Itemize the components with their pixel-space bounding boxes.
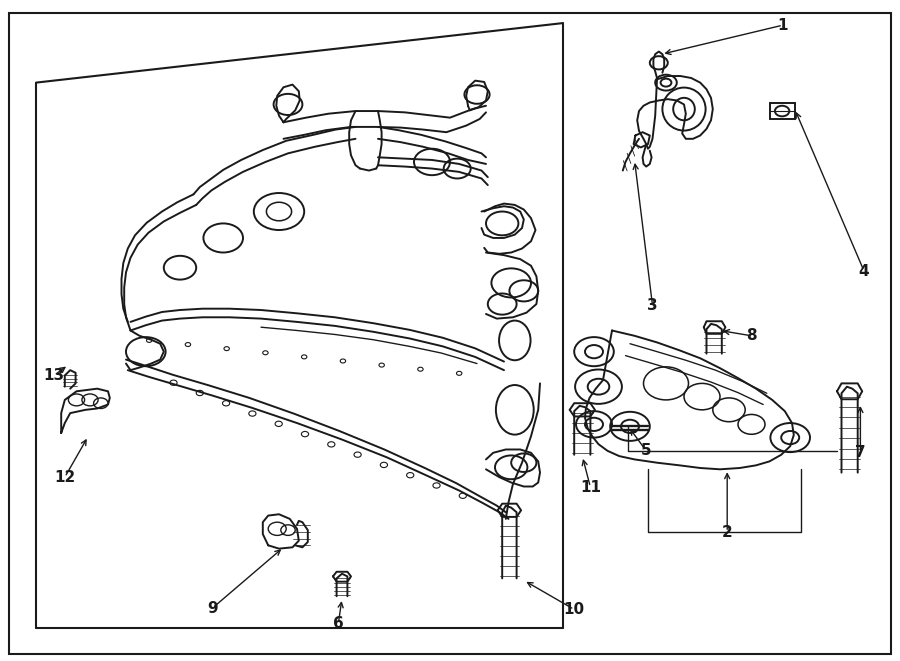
Text: 1: 1 <box>778 18 788 32</box>
Text: 13: 13 <box>43 368 65 383</box>
Text: 12: 12 <box>54 470 76 485</box>
Text: 8: 8 <box>746 329 757 343</box>
Text: 5: 5 <box>641 444 652 458</box>
Text: 2: 2 <box>722 525 733 539</box>
Text: 11: 11 <box>580 480 601 494</box>
Bar <box>770 103 795 119</box>
Text: 7: 7 <box>855 445 866 459</box>
Text: 10: 10 <box>563 602 585 617</box>
Text: 6: 6 <box>333 616 344 631</box>
Text: 4: 4 <box>859 264 869 278</box>
Text: 9: 9 <box>207 601 218 615</box>
Text: 3: 3 <box>647 298 658 313</box>
